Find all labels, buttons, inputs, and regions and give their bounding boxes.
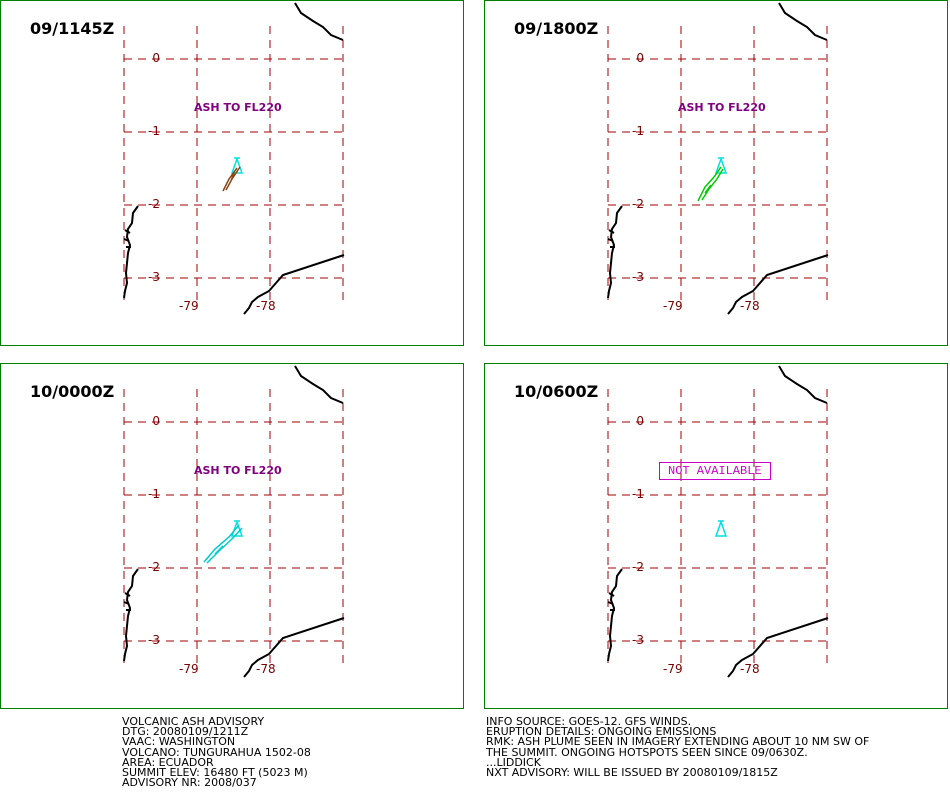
longitude-tick-label: -78 <box>740 299 760 313</box>
volcano-marker-icon <box>714 519 728 537</box>
latitude-tick-label: -1 <box>148 487 160 501</box>
forecast-panel: 09/1145Z 0 -1 -2 -3 -79 -78 ASH TO FL220 <box>0 0 464 346</box>
latitude-tick-label: -3 <box>148 270 160 284</box>
latitude-tick-label: 0 <box>636 414 644 428</box>
longitude-tick-label: -78 <box>740 662 760 676</box>
ash-plume-polygon <box>697 166 724 202</box>
country-border <box>243 617 345 678</box>
coastline-north <box>294 365 344 404</box>
advisory-title: VOLCANIC ASH ADVISORY <box>122 715 265 728</box>
valid-time-label: 10/0000Z <box>30 382 115 401</box>
remarks-line-2: THE SUMMIT. ONGOING HOTSPOTS SEEN SINCE … <box>486 745 808 759</box>
latitude-tick-label: 0 <box>152 51 160 65</box>
latitude-tick-label: -3 <box>148 633 160 647</box>
coastline-north <box>294 2 344 41</box>
coastline-north <box>778 2 828 41</box>
advisory-volcano: VOLCANO: TUNGURAHUA 1502-08 <box>122 745 311 759</box>
forecast-panel: 09/1800Z 0 -1 -2 -3 -79 -78 ASH TO FL220 <box>484 0 948 346</box>
longitude-tick-label: -79 <box>663 299 683 313</box>
map-canvas <box>123 365 345 678</box>
country-border <box>727 254 829 315</box>
ash-plume-polygon <box>203 524 243 564</box>
latitude-tick-label: -1 <box>148 124 160 138</box>
ash-height-label: ASH TO FL220 <box>678 101 766 114</box>
latitude-tick-label: -2 <box>632 560 644 574</box>
advisory-dtg: DTG: 20080109/1211Z <box>122 725 249 739</box>
advisory-area: AREA: ECUADOR <box>122 755 214 769</box>
valid-time-label: 09/1800Z <box>514 19 599 38</box>
coastline <box>607 568 623 662</box>
map-canvas <box>607 365 829 678</box>
map-canvas <box>123 2 345 315</box>
country-border <box>243 254 345 315</box>
coastline <box>123 205 139 299</box>
latitude-tick-label: -2 <box>148 560 160 574</box>
country-border <box>727 617 829 678</box>
latitude-tick-label: -2 <box>148 197 160 211</box>
advisory-summary: VOLCANIC ASH ADVISORY DTG: 20080109/1211… <box>122 715 311 790</box>
volcano-marker-icon <box>230 156 244 174</box>
forecaster-signature: ...LIDDICK <box>486 755 541 769</box>
latitude-tick-label: -3 <box>632 270 644 284</box>
latitude-tick-label: -2 <box>632 197 644 211</box>
remarks-line-1: RMK: ASH PLUME SEEN IN IMAGERY EXTENDING… <box>486 735 870 749</box>
coastline-inlet <box>607 592 615 611</box>
latitude-tick-label: -1 <box>632 124 644 138</box>
latitude-tick-label: 0 <box>636 51 644 65</box>
ash-height-label: ASH TO FL220 <box>194 464 282 477</box>
map-canvas <box>607 2 829 315</box>
eruption-details: ERUPTION DETAILS: ONGOING EMISSIONS <box>486 725 717 739</box>
not-available-badge: NOT AVAILABLE <box>659 462 771 480</box>
latitude-tick-label: -3 <box>632 633 644 647</box>
advisory-details: INFO SOURCE: GOES-12. GFS WINDS. ERUPTIO… <box>486 715 870 780</box>
coastline-inlet <box>123 229 131 248</box>
forecast-panel: 10/0600Z 0 -1 -2 -3 -79 -78 NOT AVAILABLE <box>484 363 948 709</box>
advisory-vaac: VAAC: WASHINGTON <box>122 735 236 749</box>
coastline-inlet <box>607 229 615 248</box>
advisory-number: ADVISORY NR: 2008/037 <box>122 776 257 790</box>
info-source: INFO SOURCE: GOES-12. GFS WINDS. <box>486 715 692 728</box>
coastline-inlet <box>123 592 131 611</box>
ash-height-label: ASH TO FL220 <box>194 101 282 114</box>
volcano-marker-icon <box>230 519 244 537</box>
longitude-tick-label: -79 <box>179 662 199 676</box>
valid-time-label: 10/0600Z <box>514 382 599 401</box>
latitude-tick-label: -1 <box>632 487 644 501</box>
longitude-tick-label: -78 <box>256 662 276 676</box>
valid-time-label: 09/1145Z <box>30 19 115 38</box>
longitude-tick-label: -78 <box>256 299 276 313</box>
longitude-tick-label: -79 <box>663 662 683 676</box>
longitude-tick-label: -79 <box>179 299 199 313</box>
latitude-tick-label: 0 <box>152 414 160 428</box>
next-advisory: NXT ADVISORY: WILL BE ISSUED BY 20080109… <box>486 766 778 780</box>
coastline <box>123 568 139 662</box>
coastline-north <box>778 365 828 404</box>
ash-plume-polygon <box>222 166 241 192</box>
forecast-panel: 10/0000Z 0 -1 -2 -3 -79 -78 ASH TO FL220 <box>0 363 464 709</box>
advisory-summit-elev: SUMMIT ELEV: 16480 FT (5023 M) <box>122 766 308 780</box>
coastline <box>607 205 623 299</box>
